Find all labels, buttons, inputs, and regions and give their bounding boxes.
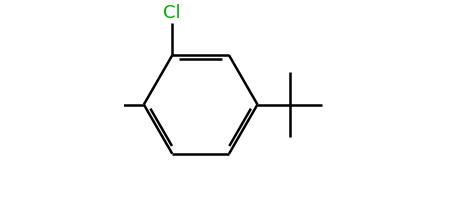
Text: Cl: Cl xyxy=(163,4,181,22)
